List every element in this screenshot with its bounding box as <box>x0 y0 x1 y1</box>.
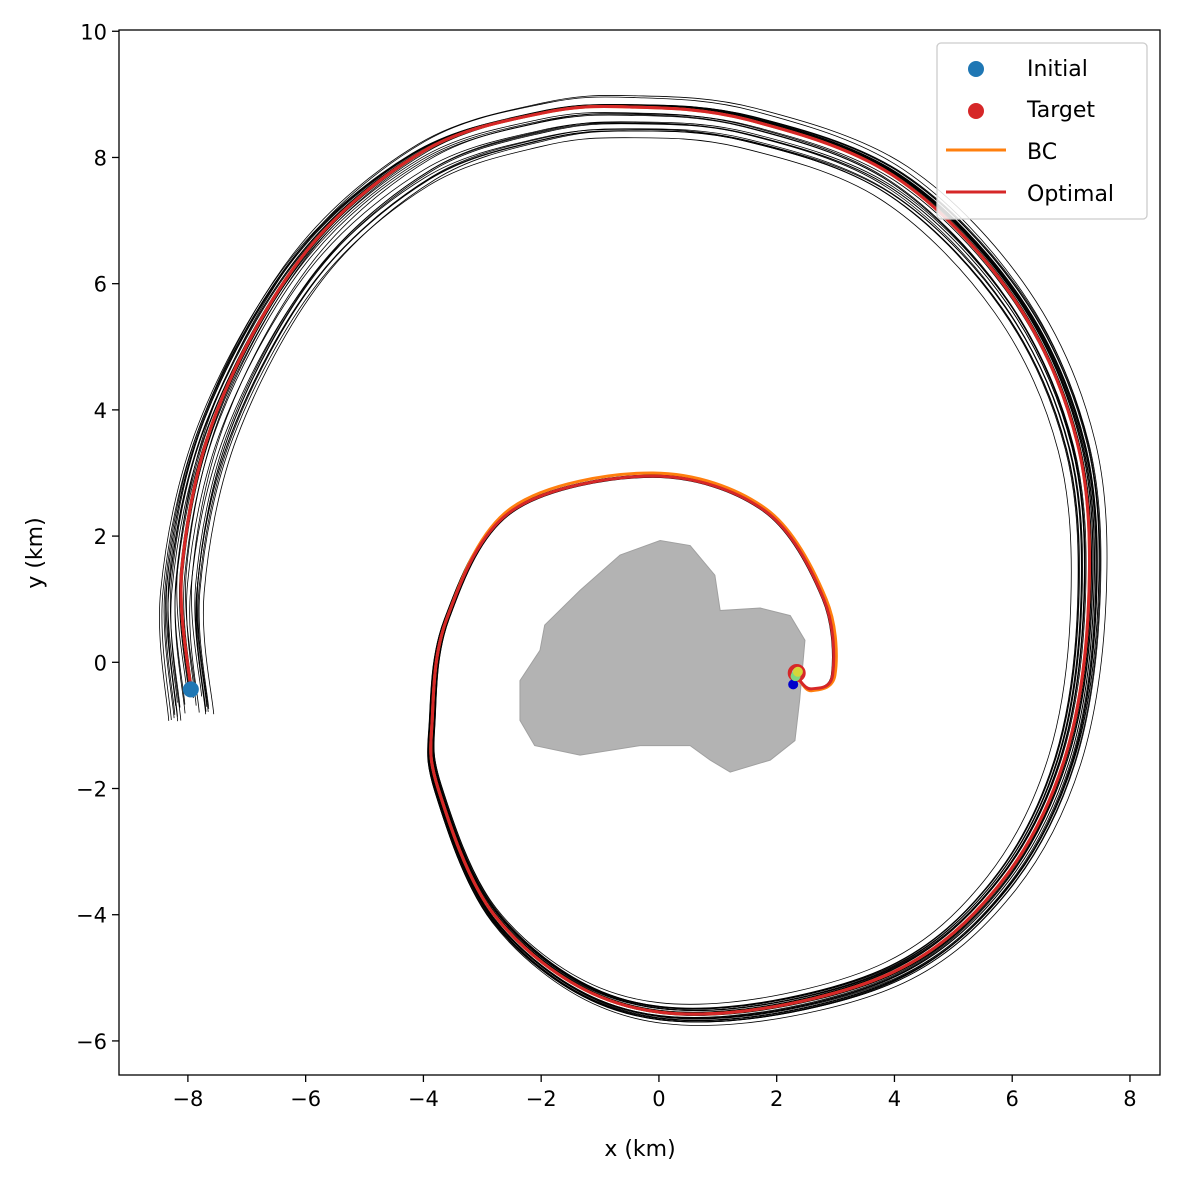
axis-ticks: −8 −6 −4 −2 0 2 4 6 8 −6 −4 −2 0 2 4 6 8 10 <box>76 20 1137 1111</box>
legend-target-marker <box>968 103 984 119</box>
y-tick-label: −2 <box>76 778 107 802</box>
series-optimal-line <box>179 104 1092 1016</box>
y-tick-label: 8 <box>94 146 107 170</box>
y-tick-label: 4 <box>94 399 107 423</box>
end-state-marker <box>788 679 799 690</box>
x-tick-label: −2 <box>526 1087 557 1111</box>
y-tick-label: −6 <box>76 1030 107 1054</box>
y-tick-label: 10 <box>80 20 107 44</box>
y-tick-label: −4 <box>76 904 107 928</box>
x-tick-label: 8 <box>1123 1087 1136 1111</box>
asteroid-body <box>519 539 806 773</box>
x-tick-label: 6 <box>1006 1087 1019 1111</box>
x-tick-label: −4 <box>408 1087 439 1111</box>
y-tick-label: 6 <box>94 273 107 297</box>
legend-target-label: Target <box>1026 98 1095 123</box>
markers-layer <box>182 664 806 698</box>
legend-optimal-label: Optimal <box>1027 182 1114 207</box>
y-tick-label: 2 <box>94 525 107 549</box>
y-axis-label: y (km) <box>23 517 48 588</box>
legend-bc-label: BC <box>1027 140 1057 165</box>
x-tick-label: 0 <box>652 1087 665 1111</box>
initial-marker <box>182 681 199 698</box>
legend-initial-label: Initial <box>1027 57 1088 82</box>
plot-frame <box>118 29 1161 1076</box>
y-tick-label: 0 <box>94 651 107 675</box>
legend: Initial Target BC Optimal <box>936 42 1148 220</box>
x-tick-label: 2 <box>770 1087 783 1111</box>
x-tick-label: −8 <box>172 1087 203 1111</box>
legend-box <box>936 42 1148 220</box>
x-axis-label: x (km) <box>604 1137 675 1162</box>
legend-initial-marker <box>968 61 984 77</box>
end-state-marker <box>792 666 803 677</box>
asteroid-body-layer <box>519 539 806 773</box>
series-layer <box>179 104 1092 1016</box>
x-tick-label: −6 <box>290 1087 321 1111</box>
x-tick-label: 4 <box>888 1087 901 1111</box>
